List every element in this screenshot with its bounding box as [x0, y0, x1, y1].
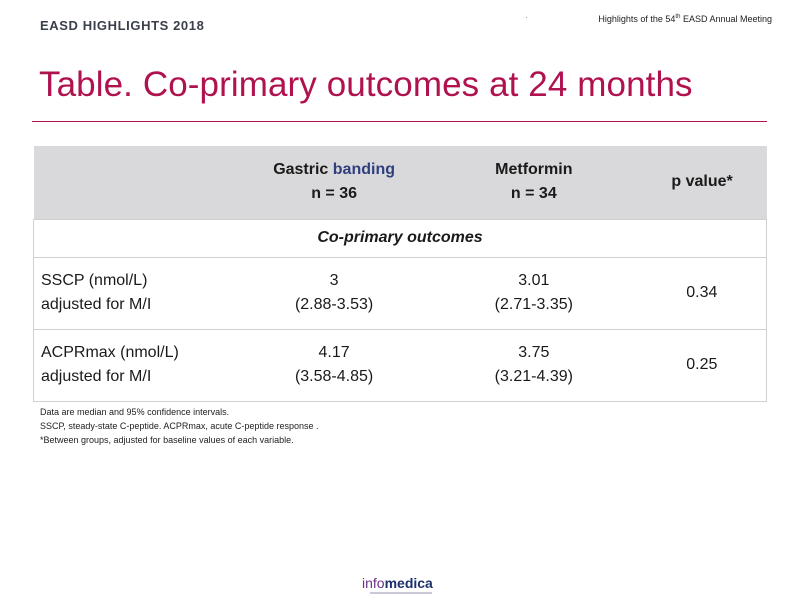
row-label-line1: SSCP (nmol/L) [41, 272, 148, 289]
gb-median: 4.17 [318, 344, 350, 361]
header-metformin-n: n = 34 [510, 185, 557, 203]
header-gastric-word: Gastric [273, 161, 333, 179]
header-metformin-label: Metformin [495, 161, 573, 179]
row-label-line2: adjusted for M/I [41, 296, 152, 313]
row-label-line2: adjusted for M/I [41, 368, 152, 385]
met-median: 3.01 [518, 272, 550, 289]
footnote-line: Data are median and 95% confidence inter… [40, 407, 230, 417]
met-median: 3.75 [518, 344, 550, 361]
footnote-line: SSCP, steady-state C-peptide. ACPRmax, a… [40, 421, 319, 431]
header-p-value: p value* [671, 173, 733, 191]
p-value: 0.34 [686, 284, 718, 301]
gastric-banding-value: 4.17 (3.58-4.85) [238, 329, 430, 401]
header-gastric-banding: Gastric banding n = 36 [238, 146, 430, 219]
footnotes: Data are median and 95% confidence inter… [40, 405, 318, 447]
section-label: Co-primary outcomes [317, 229, 483, 246]
met-ci: (2.71-3.35) [494, 296, 573, 313]
header-metformin: Metformin n = 34 [430, 146, 638, 219]
page-title: Table. Co-primary outcomes at 24 months [39, 65, 693, 104]
p-value: 0.25 [686, 356, 718, 373]
row-label-line1: ACPRmax (nmol/L) [41, 344, 179, 361]
meeting-superscript: th [675, 14, 681, 20]
row-label: SSCP (nmol/L) adjusted for M/I [34, 257, 239, 329]
gastric-banding-value: 3 (2.88-3.53) [238, 257, 430, 329]
table-row: SSCP (nmol/L) adjusted for M/I 3 (2.88-3… [33, 257, 767, 329]
header-banding-word: banding [332, 161, 395, 179]
infomedica-logo: infomedica [362, 575, 433, 594]
gb-median: 3 [329, 272, 339, 289]
header-gastric-n: n = 36 [311, 185, 357, 203]
table-row: ACPRmax (nmol/L) adjusted for M/I 4.17 (… [33, 329, 767, 401]
metformin-value: 3.01 (2.71-3.35) [430, 257, 638, 329]
brand-label: EASD HIGHLIGHTS 2018 [40, 18, 205, 33]
logo-medica: medica [384, 575, 433, 591]
logo-tagline-mark [370, 592, 432, 594]
footnote-line: *Between groups, adjusted for baseline v… [40, 435, 294, 445]
metformin-value: 3.75 (3.21-4.39) [430, 329, 638, 401]
met-ci: (3.21-4.39) [494, 368, 573, 385]
meeting-label: Highlights of the 54th EASD Annual Meeti… [598, 14, 772, 24]
meeting-suffix: EASD Annual Meeting [680, 14, 772, 24]
table-header-row: Gastric banding n = 36 Metformin n = 34 … [33, 146, 767, 219]
decorative-dot [526, 17, 527, 18]
logo-info: info [362, 575, 385, 591]
outcomes-table: Gastric banding n = 36 Metformin n = 34 … [33, 146, 767, 402]
row-label: ACPRmax (nmol/L) adjusted for M/I [34, 329, 239, 401]
gb-ci: (3.58-4.85) [294, 368, 374, 385]
gb-ci: (2.88-3.53) [294, 296, 374, 313]
section-row: Co-primary outcomes [33, 219, 767, 257]
title-divider [32, 121, 767, 122]
meeting-prefix: Highlights of the 54 [598, 14, 676, 24]
header-empty-cell [34, 146, 239, 219]
